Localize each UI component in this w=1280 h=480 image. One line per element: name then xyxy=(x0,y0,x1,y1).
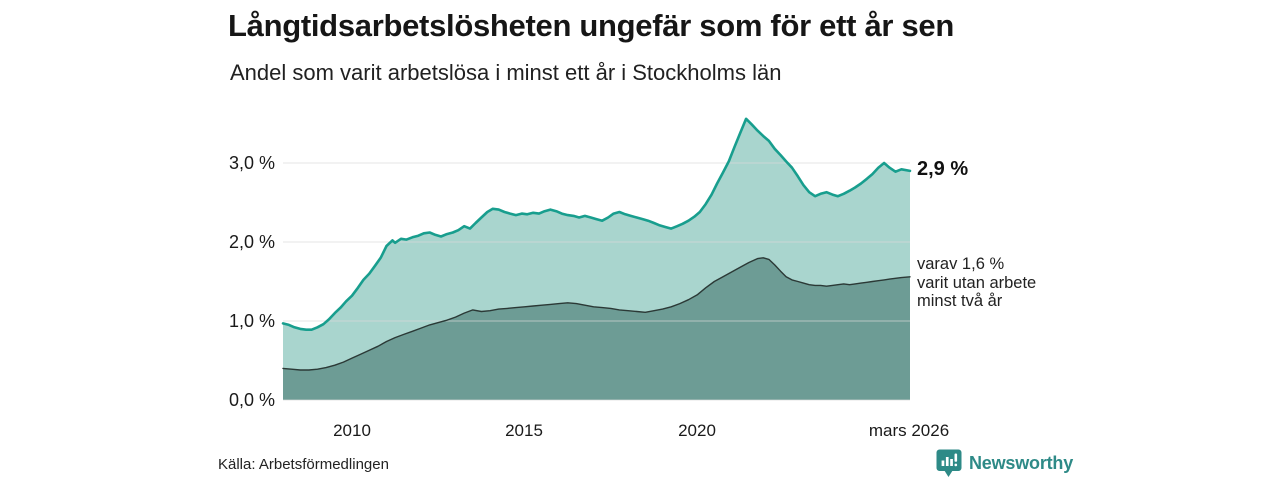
y-axis-tick-label: 1,0 % xyxy=(228,311,275,331)
page-title: Långtidsarbetslösheten ungefär som för e… xyxy=(228,8,955,43)
x-axis-tick-label: mars 2026 xyxy=(868,421,950,440)
annotation-line: varav 1,6 % xyxy=(917,255,1005,273)
annotation-line: minst två år xyxy=(917,292,1003,310)
secondary-series-annotation: varav 1,6 % varit utan arbete minst två … xyxy=(917,255,1036,311)
series-line-1 xyxy=(282,257,911,371)
newsworthy-pin-barchart-icon xyxy=(936,449,962,477)
y-axis-tick-label: 0,0 % xyxy=(228,390,275,410)
area-fill-1 xyxy=(283,257,910,400)
source-note: Källa: Arbetsförmedlingen xyxy=(218,456,389,473)
x-axis-tick-label: 2020 xyxy=(678,421,716,440)
latest-value-label: 2,9 % xyxy=(917,158,969,180)
y-axis-tick-label: 3,0 % xyxy=(228,153,275,173)
y-axis-tick-label: 2,0 % xyxy=(228,232,275,252)
x-axis-tick-label: 2010 xyxy=(333,421,371,440)
chart-subtitle: Andel som varit arbetslösa i minst ett å… xyxy=(230,60,782,85)
annotation-line: varit utan arbete xyxy=(917,273,1037,292)
series-line-0 xyxy=(281,117,912,332)
newsworthy-logo: Newsworthy xyxy=(936,449,1073,478)
x-axis-tick-label: 2015 xyxy=(505,421,543,440)
brand-wordmark: Newsworthy xyxy=(969,453,1074,473)
